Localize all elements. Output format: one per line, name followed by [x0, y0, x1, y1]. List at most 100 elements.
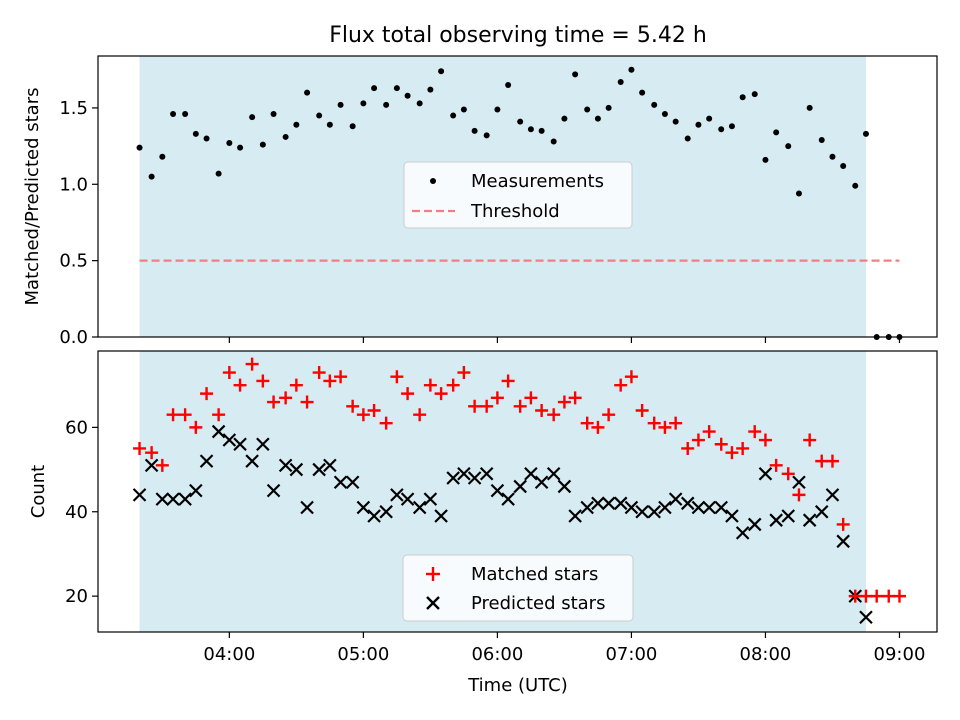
predicted-star-point	[758, 467, 773, 481]
measurement-point	[773, 129, 780, 136]
matched-star-point	[323, 374, 337, 388]
count-y-tick-label: 40	[65, 502, 88, 523]
predicted-star-point	[836, 534, 850, 549]
predicted-star-point	[635, 504, 649, 519]
predicted-star-point	[534, 475, 549, 489]
measurement-point	[427, 86, 434, 93]
ratio-y-tick-label: 1.0	[59, 174, 88, 195]
measurement-point	[550, 138, 557, 145]
measurement-point	[203, 135, 210, 142]
matched-star-point	[468, 399, 482, 413]
predicted-star-point	[747, 517, 762, 532]
matched-star-point	[212, 408, 226, 422]
matched-star-point	[446, 378, 460, 392]
matched-star-point	[155, 458, 169, 472]
matched-star-point	[870, 589, 884, 603]
matched-star-point	[480, 399, 494, 413]
matched-star-point	[267, 395, 281, 409]
time-x-axis: 04:00 05:00 06:00 07:00 08:00 09:00	[203, 632, 925, 665]
matched-star-point	[836, 517, 850, 531]
predicted-star-point	[256, 437, 270, 452]
matched-star-point	[300, 395, 314, 409]
predicted-stars-points	[132, 424, 873, 625]
measurement-point	[806, 104, 813, 111]
matched-star-point	[166, 408, 180, 422]
matched-star-point	[892, 589, 906, 603]
measurement-point	[450, 112, 457, 119]
predicted-star-point	[199, 454, 214, 468]
matched-star-point	[189, 420, 203, 434]
predicted-star-point	[524, 467, 538, 481]
predicted-star-point	[580, 500, 594, 515]
matched-star-point	[691, 433, 705, 447]
matched-star-point	[379, 416, 393, 430]
time-x-tick-label: 09:00	[874, 644, 926, 665]
matched-star-point	[133, 441, 147, 455]
matched-star-point	[681, 441, 695, 455]
matched-star-point	[714, 437, 728, 451]
predicted-star-point	[725, 509, 739, 523]
measurement-point	[695, 121, 702, 128]
measurement-point	[159, 153, 166, 160]
ratio-y-axis: 0.0 0.5 1.0 1.5	[59, 98, 98, 348]
time-x-tick-label: 08:00	[740, 644, 792, 665]
measurement-point	[393, 85, 400, 92]
measurement-point	[304, 89, 311, 96]
count-y-tick-label: 60	[65, 417, 88, 438]
matched-star-point	[256, 374, 270, 388]
predicted-star-point	[714, 500, 728, 515]
matched-star-point	[781, 467, 795, 481]
predicted-star-point	[289, 462, 304, 477]
predicted-star-point	[624, 500, 639, 515]
measurement-point	[282, 133, 289, 140]
measurement-point	[416, 100, 423, 107]
measurement-point	[684, 135, 691, 142]
predicted-star-point	[367, 509, 381, 523]
measurement-point	[483, 132, 490, 139]
ratio-legend: Measurements Threshold	[403, 161, 633, 229]
predicted-star-point	[814, 504, 829, 519]
measurement-point	[226, 140, 233, 147]
measurement-point	[383, 101, 390, 108]
matched-star-point	[289, 378, 303, 392]
matched-star-point	[524, 391, 538, 405]
predicted-star-point	[222, 433, 237, 447]
predicted-star-point	[178, 492, 192, 506]
predicted-star-point	[557, 479, 572, 494]
matched-star-point	[602, 408, 616, 422]
measurement-point	[639, 89, 646, 96]
predicted-star-point	[691, 500, 706, 515]
measurement-point	[862, 130, 869, 137]
time-x-tick-label: 05:00	[337, 644, 389, 665]
measurement-point	[471, 127, 478, 134]
measurement-point	[494, 106, 501, 113]
matched-star-point	[356, 408, 370, 422]
count-y-tick-label: 20	[65, 586, 88, 607]
predicted-star-point	[446, 471, 460, 485]
predicted-star-point	[479, 467, 494, 481]
ratio-plot-frame	[97, 55, 938, 338]
measurement-point	[785, 143, 792, 150]
predicted-star-point	[658, 500, 672, 515]
legend-predicted-label: Predicted stars	[471, 593, 605, 614]
measurement-point	[505, 82, 512, 89]
predicted-star-point	[300, 500, 314, 515]
predicted-star-point	[802, 513, 817, 527]
measurement-point	[527, 126, 534, 133]
predicted-star-point	[323, 458, 337, 473]
matched-star-point	[145, 446, 159, 460]
matched-star-point	[568, 391, 582, 405]
measurement-point	[192, 130, 199, 137]
legend-threshold-label: Threshold	[470, 201, 560, 222]
predicted-star-point	[613, 496, 628, 511]
measurement-point	[672, 118, 679, 125]
matched-star-point	[535, 403, 549, 417]
matched-star-point	[557, 395, 571, 409]
measurement-point	[293, 121, 300, 128]
measurement-point	[840, 162, 847, 169]
measurement-point	[762, 156, 769, 163]
measurement-point	[728, 123, 735, 130]
measurement-point	[326, 121, 333, 128]
predicted-star-point	[233, 437, 247, 452]
